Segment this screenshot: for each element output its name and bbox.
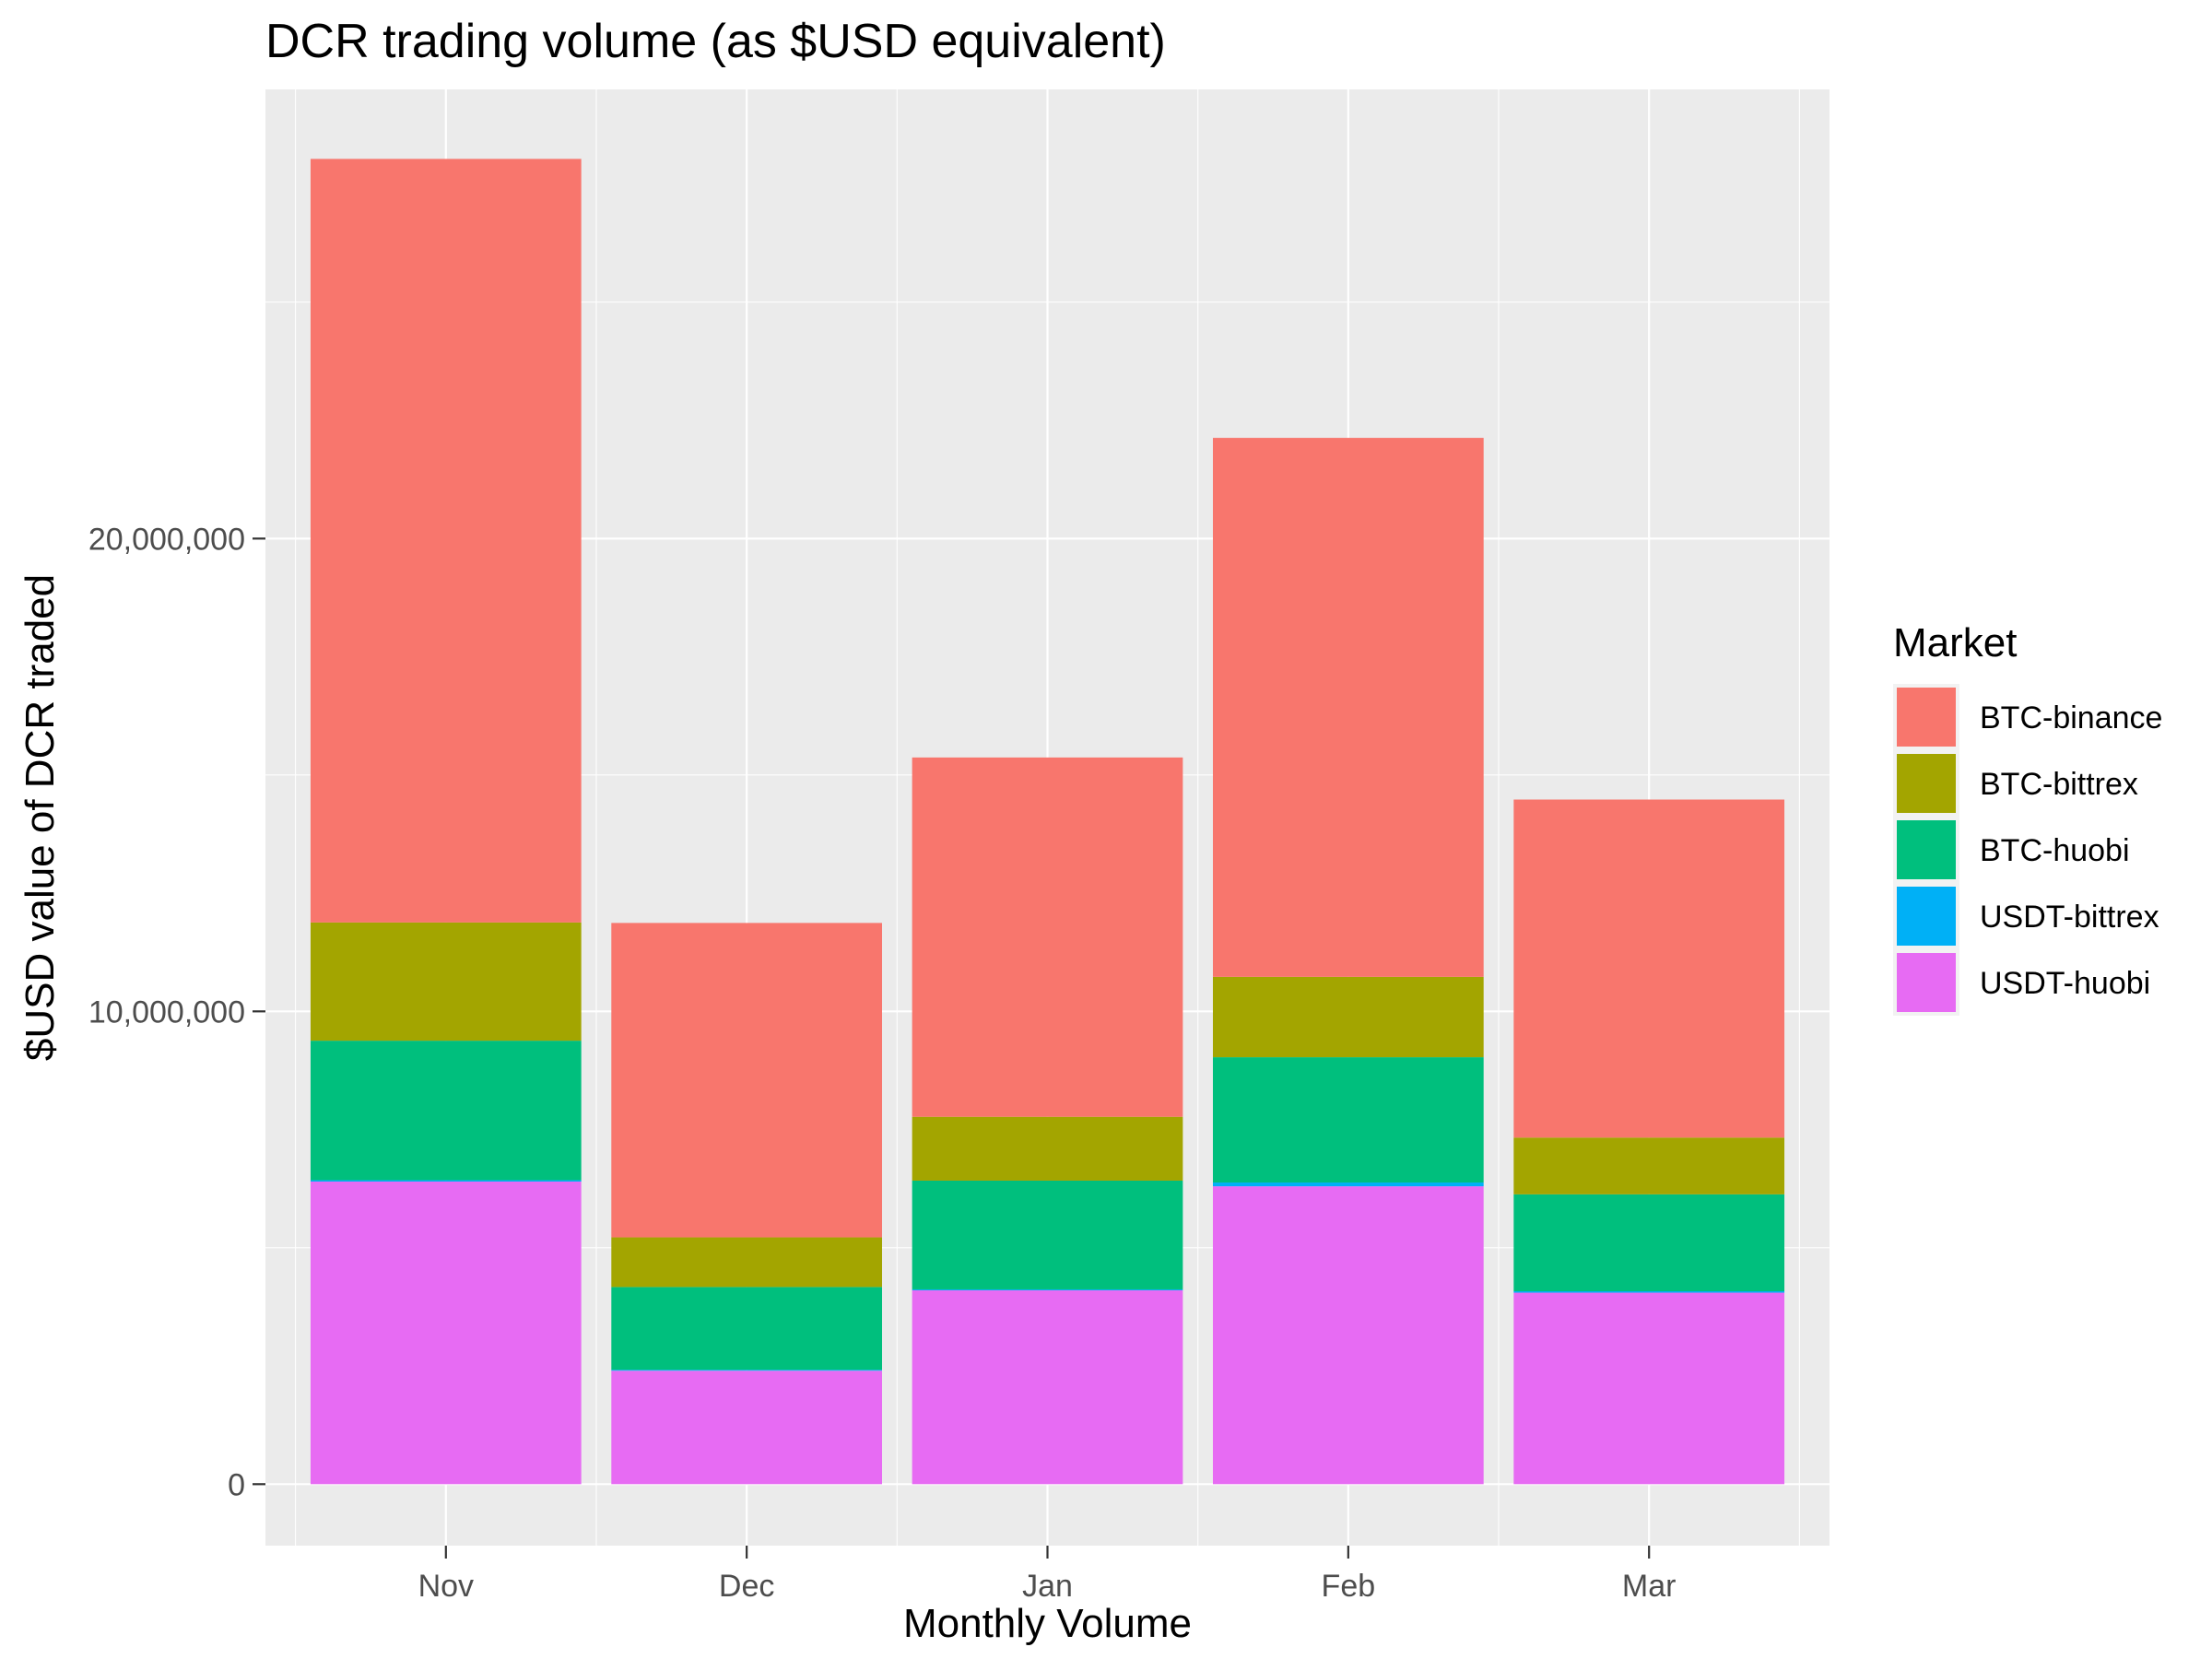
bar-segment — [611, 1371, 883, 1485]
x-tick-label: Jan — [1022, 1569, 1073, 1604]
y-axis: 0 10,000,000 20,000,000 — [88, 522, 265, 1502]
bar-segment — [1212, 1057, 1484, 1183]
bar-segment — [611, 1370, 883, 1371]
x-tick-label: Mar — [1622, 1569, 1677, 1604]
bar-segment — [1513, 1194, 1785, 1292]
legend-swatch — [1897, 953, 1956, 1012]
x-tick-label: Feb — [1322, 1569, 1376, 1604]
bar-segment — [611, 923, 883, 1238]
bar-segment — [1212, 1182, 1484, 1187]
x-tick-label: Nov — [418, 1569, 474, 1604]
bars — [310, 159, 1785, 1485]
legend-title: Market — [1893, 620, 2017, 665]
bar-segment — [1212, 1186, 1484, 1485]
bar-segment — [310, 1041, 582, 1181]
legend-label: BTC-bittrex — [1980, 767, 2138, 802]
y-tick-label: 20,000,000 — [88, 522, 245, 557]
x-tick-label: Dec — [719, 1569, 774, 1604]
y-tick-label: 0 — [228, 1467, 245, 1502]
bar-segment — [611, 1287, 883, 1371]
bar-segment — [912, 1289, 1183, 1485]
legend: Market BTC-binance BTC-bittrex BTC-huobi US… — [1893, 620, 2162, 1016]
bar-segment — [1212, 438, 1484, 977]
bar-segment — [310, 1182, 582, 1485]
legend-label: USDT-huobi — [1980, 966, 2150, 1001]
legend-label: BTC-huobi — [1980, 833, 2130, 868]
chart-title: DCR trading volume (as $USD equivalent) — [265, 15, 1166, 68]
bar-segment — [1212, 976, 1484, 1058]
legend-swatch — [1897, 688, 1956, 747]
legend-swatch — [1897, 820, 1956, 879]
y-tick-label: 10,000,000 — [88, 994, 245, 1030]
bar-segment — [1513, 799, 1785, 1138]
bar-segment — [912, 757, 1183, 1117]
bar-segment — [1513, 1137, 1785, 1194]
legend-label: BTC-binance — [1980, 700, 2162, 735]
x-axis: Nov Dec Jan Feb Mar — [418, 1546, 1677, 1604]
x-axis-title: Monthly Volume — [903, 1601, 1192, 1646]
legend-swatch — [1897, 887, 1956, 946]
bar-segment — [912, 1288, 1183, 1290]
bar-segment — [611, 1237, 883, 1288]
bar-segment — [1513, 1292, 1785, 1485]
y-axis-title: $USD value of DCR traded — [18, 574, 63, 1061]
legend-label: USDT-bittrex — [1980, 900, 2159, 935]
bar-segment — [1513, 1291, 1785, 1293]
bar-segment — [912, 1116, 1183, 1181]
bar-segment — [310, 1180, 582, 1182]
bar-segment — [310, 159, 582, 923]
bar-segment — [310, 922, 582, 1041]
bar-segment — [912, 1180, 1183, 1289]
legend-swatch — [1897, 754, 1956, 813]
